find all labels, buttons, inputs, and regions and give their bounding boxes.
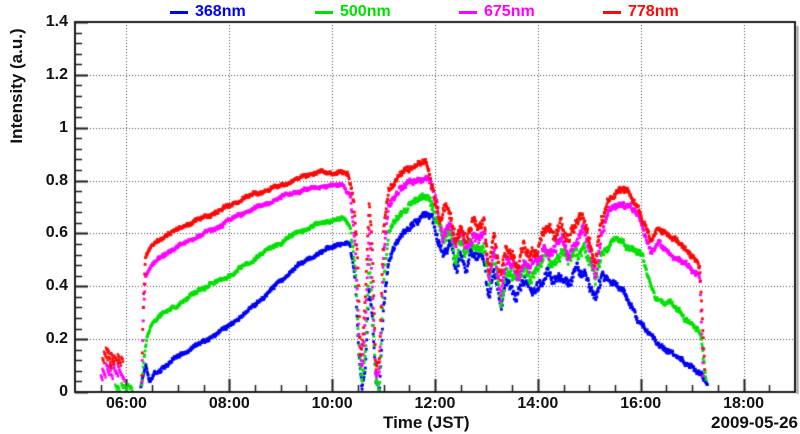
legend-entry-675nm: 675nm — [459, 2, 535, 22]
legend-label: 500nm — [340, 3, 391, 20]
y-tick-label: 1.2 — [45, 65, 68, 83]
x-tick-label: 12:00 — [414, 395, 456, 412]
x-axis-title: Time (JST) — [383, 413, 470, 432]
legend-line-swatch — [315, 10, 333, 14]
legend-label: 778nm — [628, 3, 679, 20]
legend-line-swatch — [603, 10, 621, 14]
legend-label: 368nm — [195, 3, 246, 20]
legend-entry-778nm: 778nm — [603, 2, 679, 22]
x-tick-label: 08:00 — [208, 395, 250, 412]
legend-line-swatch — [170, 10, 188, 14]
y-tick-label: 0.6 — [45, 224, 68, 242]
x-tick-label: 06:00 — [105, 395, 147, 412]
legend-line-swatch — [459, 10, 477, 14]
x-tick-label: 18:00 — [723, 395, 765, 412]
y-tick-label: 1.4 — [45, 13, 68, 30]
legend-label: 675nm — [484, 3, 535, 20]
x-tick-label: 14:00 — [517, 395, 559, 412]
x-tick-label: 10:00 — [311, 395, 353, 412]
date-label: 2009-05-26 — [711, 413, 798, 432]
legend-entry-500nm: 500nm — [315, 2, 391, 22]
y-tick-label: 0 — [59, 383, 68, 400]
y-tick-label: 1 — [59, 118, 68, 136]
legend-entry-368nm: 368nm — [170, 2, 246, 22]
y-tick-label: 0.8 — [45, 171, 68, 189]
x-tick-label: 16:00 — [620, 395, 662, 412]
legend: 368nm 500nm 675nm 778nm — [0, 2, 800, 22]
y-tick-label: 0.2 — [45, 330, 68, 348]
y-tick-label: 0.4 — [45, 277, 68, 295]
